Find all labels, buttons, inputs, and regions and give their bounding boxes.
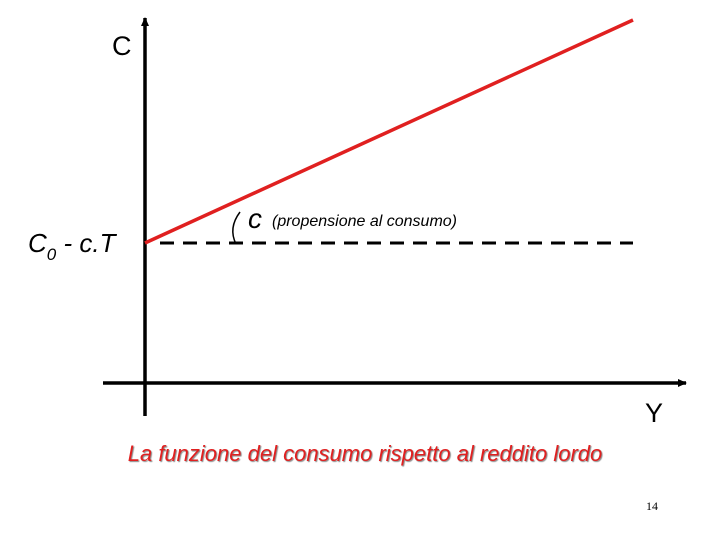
caption: La funzione del consumo rispetto al redd… (128, 441, 603, 466)
y-axis-label: C (112, 31, 132, 61)
intercept-label: C0 - c.T (28, 228, 118, 264)
intercept-symbol: C (28, 228, 47, 258)
slope-angle-arc (232, 211, 241, 245)
x-axis-label: Y (645, 398, 663, 428)
intercept-rest: - c.T (56, 228, 117, 258)
page-number: 14 (646, 499, 658, 513)
intercept-subscript: 0 (47, 245, 57, 264)
slope-symbol: c (248, 203, 262, 234)
consumption-line (144, 18, 634, 245)
slope-note: (propensione al consumo) (272, 213, 457, 230)
